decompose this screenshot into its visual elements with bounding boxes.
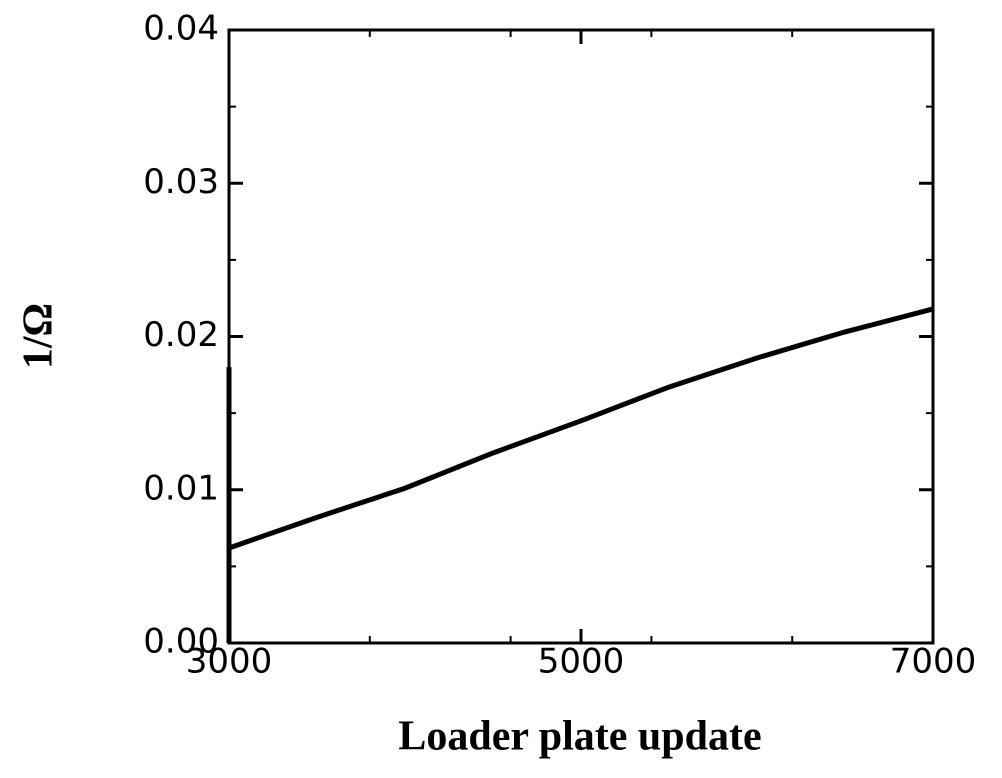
x-axis-label: Loader plate update [398, 714, 761, 760]
x-tick-label: 3000 [186, 642, 273, 682]
y-tick-label: 0.01 [143, 468, 219, 508]
y-tick-label: 0.00 [143, 622, 219, 662]
y-axis-label: 1/Ω [16, 303, 62, 369]
y-tick-label: 0.02 [143, 315, 219, 355]
data-line [226, 306, 934, 643]
y-tick-label: 0.03 [143, 162, 219, 202]
y-tick-label: 0.04 [143, 9, 219, 49]
x-tick-label: 7000 [890, 642, 977, 682]
x-tick-label: 5000 [538, 642, 625, 682]
